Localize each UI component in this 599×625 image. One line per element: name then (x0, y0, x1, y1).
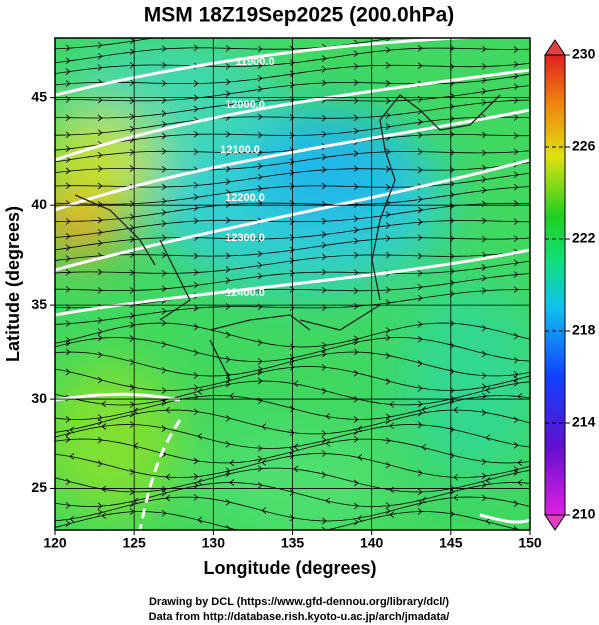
x-tick-label: 125 (122, 535, 146, 551)
contours (55, 38, 530, 530)
colorbar-top (544, 39, 566, 56)
title: MSM 18Z19Sep2025 (200.0hPa) (144, 4, 455, 27)
contour-label: 12400.0 (225, 287, 265, 299)
colorbar-tick-label: 214 (572, 414, 596, 430)
x-tick-label: 140 (360, 535, 384, 551)
x-tick-label: 150 (518, 535, 542, 551)
field: 11900.0 12000.0 12100.0 12200.0 12300.0 12400… (55, 38, 530, 530)
contour-label: 12200.0 (225, 192, 265, 204)
x-tick-label: 135 (281, 535, 305, 551)
y-tick-label: 35 (31, 296, 47, 312)
y-axis-label: Latitude (degrees) (3, 206, 23, 362)
footer-line: Drawing by DCL (https://www.gfd-dennou.o… (149, 596, 449, 608)
contour-label: 12100.0 (220, 144, 260, 156)
colorbar (544, 54, 566, 516)
footer-line: Data from http://database.rish.kyoto-u.a… (149, 611, 450, 623)
colorbar-tick-label: 222 (572, 230, 596, 246)
colorbar-tick-label: 226 (572, 138, 596, 154)
colorbar-tick-label: 218 (572, 322, 596, 338)
colorbar-tick-label: 210 (572, 506, 596, 522)
y-tick-label: 40 (31, 196, 47, 212)
y-tick-label: 25 (31, 479, 47, 495)
x-axis-label: Longitude (degrees) (203, 558, 376, 578)
contour-label: 12000.0 (225, 99, 265, 111)
coastline (74, 94, 501, 381)
x-tick-label: 130 (202, 535, 226, 551)
colorbar-tick-label: 230 (572, 46, 596, 62)
contour-label: 12300.0 (225, 232, 265, 244)
y-tick-label: 45 (31, 88, 47, 104)
contour-label: 11900.0 (235, 56, 274, 68)
y-tick-label: 30 (31, 390, 47, 406)
colorbar-bottom (544, 514, 566, 531)
x-tick-label: 145 (439, 535, 463, 551)
x-tick-label: 120 (43, 535, 67, 551)
